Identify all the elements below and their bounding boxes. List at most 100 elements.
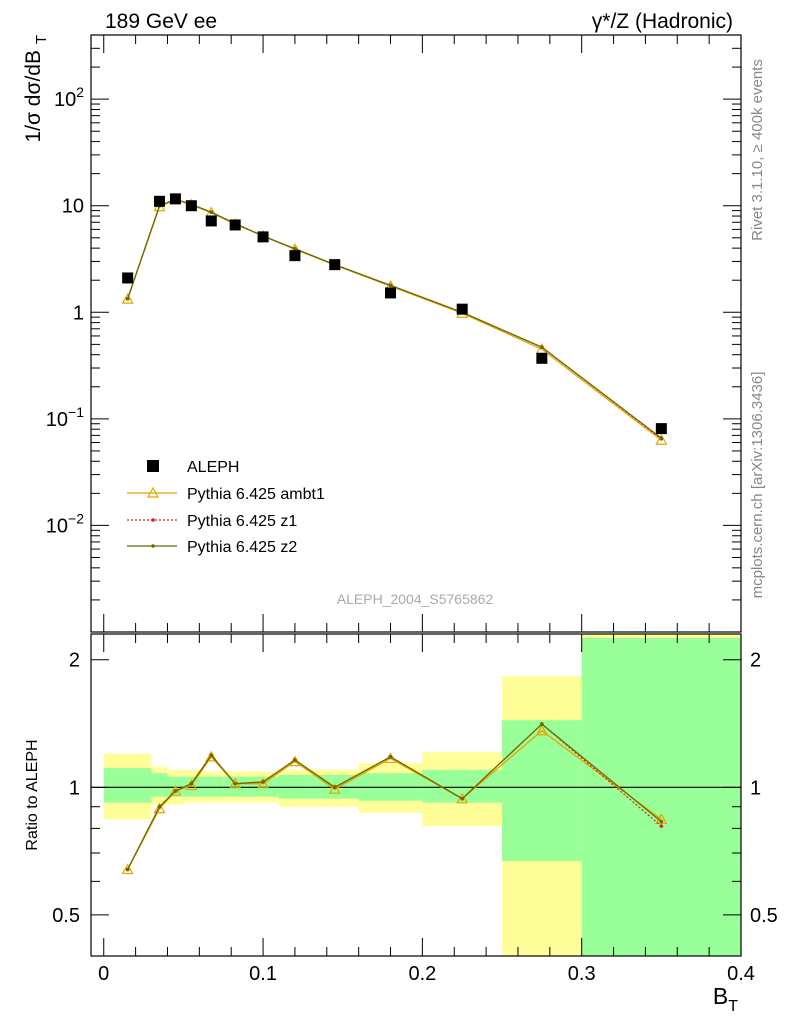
point-ambt1 [655,434,668,445]
ratio-point-z2 [261,780,265,784]
legend: ALEPH Pythia 6.425 ambt1 Pythia 6.425 z1 Py… [127,459,325,556]
main-y-tick-label: 10−2 [46,510,84,537]
x-tick-label: 0.1 [249,963,277,985]
x-axis-label-sub: T [728,998,738,1015]
ratio-point-z2 [209,753,214,758]
series-line-ambt1 [127,198,662,441]
data-point-aleph [329,259,341,271]
point-ambt1 [121,292,134,304]
uncertainty-band-inner [247,776,279,797]
uncertainty-band-inner [151,773,168,797]
main-y-tick-label: 1 [73,302,84,324]
ratio-point-z2 [659,819,664,824]
tick-base: 10 [46,409,68,431]
x-axis-label-main: B [713,983,728,1009]
mcplots-credit: mcplots.cern.ch [arXiv:1306.3436] [749,372,766,599]
header-right: γ*/Z (Hadronic) [592,10,733,33]
ratio-point-z2 [125,867,130,872]
legend-label-z2: Pythia 6.425 z2 [187,539,297,556]
x-tick-label: 0 [98,963,109,985]
uncertainty-band-inner [103,768,152,803]
header-left: 189 GeV ee [105,10,217,33]
ratio-point-ambt1 [121,863,134,875]
data-point-aleph [536,352,548,364]
ratio-y-tick-label: 2 [69,650,80,672]
legend-marker-z2 [151,544,155,548]
data-point-aleph [289,250,301,262]
tick-exp: 2 [76,84,84,100]
tick-base: 10 [46,515,68,537]
main-ylabel: 1/σ dσ/dB T [22,35,50,143]
point-z2 [209,210,214,214]
main-y-tick-label: 102 [54,84,84,111]
ratio-point-z2 [293,758,297,762]
uncertainty-band-inner [199,776,224,797]
data-point-aleph [655,423,667,435]
ratio-point-z2 [173,789,178,793]
ratio-ylabel: Ratio to ALEPH [24,739,41,850]
uncertainty-band-inner [223,776,248,797]
point-z2 [125,296,130,301]
series-line-z2 [127,198,662,439]
point-z2 [293,246,297,251]
rivet-credit: Rivet 3.1.10, ≥ 400k events [749,59,766,241]
ratio-y-tick-label: 0.5 [52,905,80,927]
uncertainty-band-inner [581,638,741,956]
ratio-point-z2 [388,755,393,759]
x-tick-label: 0.4 [727,963,755,985]
ratio-point-ambt1 [153,802,166,814]
legend-marker-data [147,460,159,472]
ratio-point-z2 [189,781,194,786]
ratio-point-z1 [659,824,664,828]
point-z2 [659,436,664,440]
tick-base: 10 [54,89,76,111]
x-axis-label: BT [713,983,738,1015]
main-frame [90,34,742,633]
ratio-point-z2 [540,722,544,726]
main-y-tick-label: 10−1 [46,404,84,431]
legend-label-z1: Pythia 6.425 z1 [187,513,297,530]
analysis-id: ALEPH_2004_S5765862 [337,591,494,607]
data-point-aleph [456,303,468,315]
tick-exp: −1 [68,404,84,420]
point-z2 [388,283,393,288]
ratio-point-ambt1 [205,750,218,762]
point-z2 [540,345,544,350]
ratio-panel: 0.5 0.5 1 1 2 2 0 0.1 0.2 0.3 0.4 Ratio to ALEPH B… [24,633,778,1015]
main-y-tick-label: 10 [62,196,84,218]
main-ylabel-text: 1/σ dσ/dB [22,50,45,142]
legend-marker-ambt1 [146,486,160,498]
ratio-point-ambt1 [257,777,270,789]
ratio-point-ambt1 [456,792,469,804]
x-tick-label: 0.2 [408,963,436,985]
legend-label-data: ALEPH [187,459,239,476]
ratio-y-tick-label-right: 2 [750,650,761,672]
uncertainty-band-inner [183,776,200,797]
legend-label-ambt1: Pythia 6.425 ambt1 [187,486,325,503]
legend-marker-z1 [151,518,155,522]
ratio-frame [90,633,742,957]
x-tick-label: 0.3 [568,963,596,985]
data-point-aleph [185,200,197,212]
ratio-point-ambt1 [535,724,548,736]
data-point-aleph [229,219,241,231]
data-point-aleph [205,215,217,227]
series-line-z1 [127,198,662,440]
ratio-y-tick-label-right: 0.5 [750,905,778,927]
data-point-aleph [257,231,269,243]
main-ylabel-sub: T [33,35,50,44]
ratio-point-z2 [332,785,337,790]
tick-exp: −2 [68,510,84,526]
data-point-aleph [122,272,134,284]
data-point-aleph [154,195,166,207]
ratio-point-z2 [460,796,465,801]
ratio-y-tick-label: 1 [69,777,80,799]
data-point-aleph [385,287,397,299]
data-point-aleph [169,193,181,205]
ratio-point-z2 [157,804,162,809]
ratio-point-z2 [233,781,237,786]
ratio-point-ambt1 [328,782,341,794]
ratio-y-tick-label-right: 1 [750,777,761,799]
